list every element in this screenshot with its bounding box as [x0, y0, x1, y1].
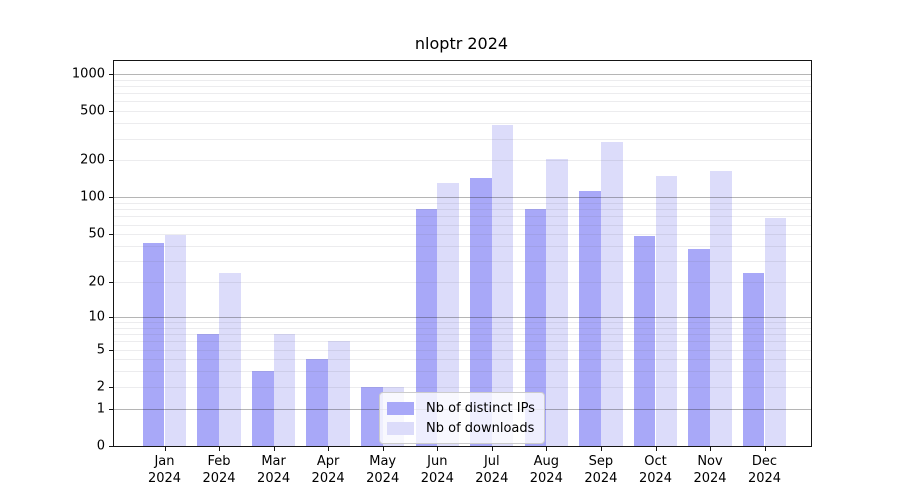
x-tick-label-apr: Apr 2024 [311, 454, 345, 487]
y-tick-100 [109, 197, 113, 199]
y-tick-label-200: 200 [80, 152, 105, 168]
x-tick-sep [600, 447, 602, 451]
chart-title: nloptr 2024 [414, 34, 509, 53]
legend-swatch-distinct-ips [387, 401, 414, 415]
x-tick-may [382, 447, 384, 451]
y-tick-10 [109, 316, 113, 318]
plot-area: Jan 2024 Feb 2024 Mar 2024 Apr 2024 May 2024… [72, 60, 812, 486]
bar-mar-downloads [273, 334, 296, 446]
bar-feb-distinct-ips [197, 334, 219, 446]
y-tick-label-500: 500 [80, 103, 105, 119]
x-tick-aug [546, 447, 548, 451]
y-tick-50 [109, 234, 113, 236]
bar-jan-distinct-ips [142, 243, 165, 446]
x-tick-label-dec: Dec 2024 [747, 454, 782, 487]
y-tick-0 [109, 446, 113, 447]
y-tick-label-2: 2 [96, 379, 105, 395]
x-tick-label-oct: Oct 2024 [638, 454, 673, 487]
y-tick-500 [109, 111, 113, 113]
x-tick-label-sep: Sep 2024 [584, 454, 618, 487]
bar-jul-distinct-ips [470, 177, 492, 446]
y-tick-label-5: 5 [96, 342, 105, 357]
legend-item-downloads: Nb of downloads [387, 418, 535, 438]
bar-dec-downloads [764, 217, 787, 446]
x-tick-label-may: May 2024 [366, 454, 400, 487]
x-tick-label-mar: Mar 2024 [257, 454, 291, 487]
bar-apr-distinct-ips [306, 359, 329, 446]
legend-swatch-downloads [387, 421, 414, 435]
legend-label-distinct-ips: Nb of distinct IPs [426, 400, 535, 416]
bar-may-distinct-ips [361, 386, 383, 446]
bar-oct-downloads [655, 176, 678, 446]
y-tick-label-0: 0 [96, 438, 105, 454]
x-tick-label-aug: Aug 2024 [529, 454, 563, 487]
bar-mar-distinct-ips [251, 371, 274, 446]
y-tick-label-1000: 1000 [71, 66, 105, 82]
bar-sep-downloads [600, 142, 623, 446]
y-tick-5 [109, 349, 113, 351]
bar-apr-downloads [328, 341, 350, 446]
y-tick-label-50: 50 [88, 226, 105, 242]
x-tick-label-jul: Jul 2024 [475, 454, 509, 487]
x-tick-label-jan: Jan 2024 [147, 454, 182, 487]
y-tick-2 [109, 386, 113, 388]
y-tick-1000 [109, 73, 113, 75]
y-tick-label-20: 20 [88, 274, 105, 290]
bar-dec-distinct-ips [742, 272, 765, 446]
x-tick-jun [437, 447, 439, 451]
bar-sep-distinct-ips [579, 191, 601, 446]
x-tick-feb [219, 447, 220, 451]
bar-nov-downloads [710, 170, 732, 446]
y-tick-label-100: 100 [80, 189, 105, 205]
x-tick-jan [164, 447, 166, 451]
bar-layer [114, 61, 811, 446]
x-tick-mar [273, 447, 275, 451]
y-tick-200 [109, 160, 113, 162]
y-tick-label-10: 10 [88, 309, 105, 325]
legend-label-downloads: Nb of downloads [426, 420, 535, 436]
x-tick-apr [328, 447, 330, 451]
bar-aug-downloads [546, 159, 568, 446]
y-tick-label-1: 1 [96, 401, 105, 417]
x-tick-jul [491, 447, 493, 451]
bar-jun-distinct-ips [415, 209, 438, 446]
bar-aug-distinct-ips [524, 209, 547, 446]
x-tick-oct [655, 447, 657, 451]
legend-item-distinct-ips: Nb of distinct IPs [387, 398, 535, 418]
legend: Nb of distinct IPs Nb of downloads [379, 392, 545, 444]
y-tick-20 [109, 282, 113, 283]
x-tick-label-nov: Nov 2024 [693, 454, 727, 487]
bar-jul-downloads [491, 125, 514, 446]
bar-nov-distinct-ips [688, 248, 710, 446]
axis-tick-layer: Jan 2024 Feb 2024 Mar 2024 Apr 2024 May 2024… [72, 61, 811, 486]
bar-jan-downloads [164, 235, 187, 446]
bar-feb-downloads [219, 272, 241, 446]
x-tick-nov [710, 447, 711, 451]
bar-jun-downloads [437, 183, 459, 446]
y-tick-1 [109, 408, 113, 410]
bar-oct-distinct-ips [633, 236, 656, 446]
x-tick-dec [764, 447, 766, 451]
x-tick-label-feb: Feb 2024 [202, 454, 236, 487]
x-tick-label-jun: Jun 2024 [420, 454, 454, 487]
